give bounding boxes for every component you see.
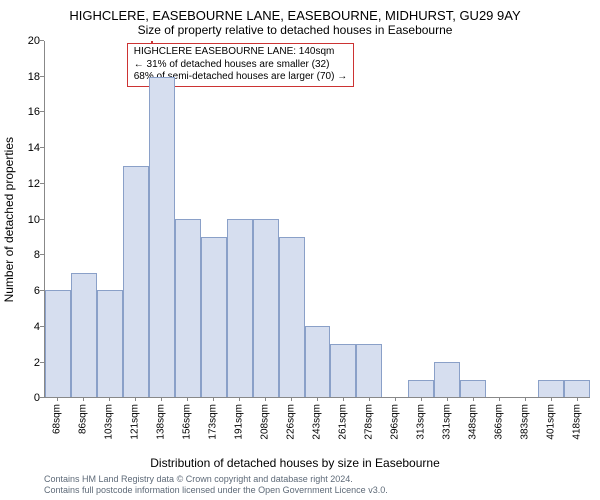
plot-area: HIGHCLERE EASEBOURNE LANE: 140sqm ← 31% … [44,41,590,398]
x-tick-label: 121sqm [130,404,141,440]
x-tick-label: 86sqm [78,404,89,434]
x-tick-label: 383sqm [520,404,531,440]
x-tick-mark [83,397,84,401]
x-tick-mark [239,397,240,401]
x-tick-label: 243sqm [312,404,323,440]
histogram-bar [123,166,149,398]
y-tick-label: 18 [28,71,40,83]
histogram-bar [408,380,434,398]
x-tick-label: 103sqm [104,404,115,440]
histogram-bar [356,344,382,397]
x-axis-spacer [0,398,44,454]
x-tick-mark [187,397,188,401]
footer-line-1: Contains HM Land Registry data © Crown c… [44,474,590,485]
chart-title: HIGHCLERE, EASEBOURNE LANE, EASEBOURNE, … [0,8,590,23]
histogram-bar [71,273,97,398]
x-tick-mark [421,397,422,401]
x-tick-mark [291,397,292,401]
histogram-bar [227,219,253,397]
x-tick-label: 208sqm [259,404,270,440]
y-tick-label: 12 [28,178,40,190]
histogram-bar [201,237,227,397]
annotation-line-2: ← 31% of detached houses are smaller (32… [134,59,347,72]
x-tick-mark [265,397,266,401]
x-tick-mark [551,397,552,401]
x-tick-mark [577,397,578,401]
footer: Contains HM Land Registry data © Crown c… [0,474,590,496]
annotation-line-1: HIGHCLERE EASEBOURNE LANE: 140sqm [134,46,347,59]
histogram-bar [330,344,356,397]
x-tick-mark [525,397,526,401]
chart-subtitle: Size of property relative to detached ho… [0,23,590,37]
histogram-bar [305,326,331,397]
y-tick-label: 20 [28,35,40,47]
histogram-bar [149,77,175,398]
x-tick-label: 156sqm [182,404,193,440]
x-tick-mark [135,397,136,401]
x-axis: 68sqm 86sqm 103sqm 121sqm 138sqm 156sqm 173sqm… [44,398,590,454]
x-tick-label: 401sqm [546,404,557,440]
x-tick-mark [447,397,448,401]
x-tick-label: 138sqm [156,404,167,440]
x-tick-label: 348sqm [468,404,479,440]
x-tick-mark [343,397,344,401]
x-tick-label: 68sqm [52,404,63,434]
x-tick-mark [473,397,474,401]
chart-body: Number of detached properties 0246810121… [0,41,590,398]
x-tick-label: 261sqm [338,404,349,440]
y-tick-label: 6 [34,285,40,297]
y-tick-label: 4 [34,321,40,333]
x-tick-label: 296sqm [390,404,401,440]
x-tick-label: 191sqm [234,404,245,440]
x-tick-label: 226sqm [286,404,297,440]
x-tick-mark [57,397,58,401]
histogram-bar [538,380,564,398]
x-tick-label: 366sqm [494,404,505,440]
x-tick-label: 313sqm [416,404,427,440]
y-tick-label: 2 [34,357,40,369]
x-tick-mark [369,397,370,401]
x-tick-label: 278sqm [364,404,375,440]
x-tick-mark [213,397,214,401]
x-tick-label: 331sqm [442,404,453,440]
histogram-bar [564,380,590,398]
x-axis-row: 68sqm 86sqm 103sqm 121sqm 138sqm 156sqm 173sqm… [0,398,590,454]
histogram-bar [175,219,201,397]
histogram-bar [434,362,460,398]
y-axis-label: Number of detached properties [0,41,18,398]
x-tick-mark [317,397,318,401]
x-axis-label: Distribution of detached houses by size … [0,456,590,470]
y-tick-label: 8 [34,249,40,261]
y-tick-label: 10 [28,214,40,226]
histogram-bar [279,237,305,397]
y-axis: 02468101214161820 [18,41,44,398]
chart-container: HIGHCLERE, EASEBOURNE LANE, EASEBOURNE, … [0,0,600,500]
y-tick-label: 0 [34,392,40,404]
x-tick-mark [161,397,162,401]
x-tick-mark [109,397,110,401]
x-tick-label: 418sqm [572,404,583,440]
histogram-bar [460,380,486,398]
y-tick-label: 16 [28,106,40,118]
histogram-bar [97,290,123,397]
histogram-bar [45,290,71,397]
y-tick-label: 14 [28,142,40,154]
footer-line-2: Contains full postcode information licen… [44,485,590,496]
x-tick-mark [499,397,500,401]
histogram-bar [253,219,279,397]
x-tick-mark [395,397,396,401]
x-tick-label: 173sqm [208,404,219,440]
